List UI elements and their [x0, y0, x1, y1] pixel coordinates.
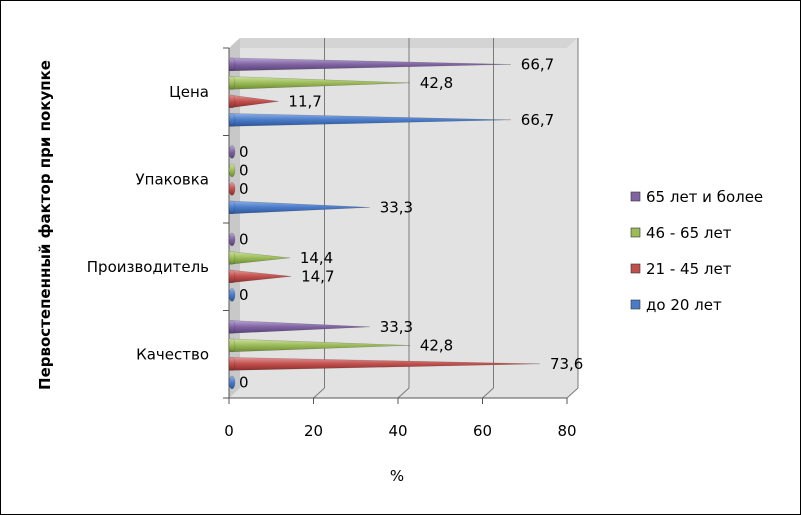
- x-tick-label: 80: [557, 422, 576, 440]
- bar-base: [228, 200, 236, 215]
- data-label: 0: [239, 161, 249, 179]
- bars: [228, 57, 540, 390]
- data-label: 14,7: [301, 267, 334, 285]
- bar-base: [228, 288, 236, 302]
- bar-base: [228, 269, 236, 284]
- legend-label: 65 лет и более: [646, 188, 763, 206]
- legend-label: до 20 лет: [646, 296, 722, 314]
- bar-base: [228, 251, 236, 265]
- data-label: 0: [239, 286, 249, 304]
- gridline-floor: [313, 387, 325, 399]
- data-label: 0: [239, 230, 249, 248]
- gridline-floor: [482, 387, 494, 399]
- bar-base: [228, 232, 236, 247]
- x-tick-label: 60: [473, 422, 492, 440]
- bar-base: [228, 113, 236, 127]
- legend-swatch: [630, 299, 641, 310]
- data-label: 33,3: [380, 318, 413, 336]
- data-label: 33,3: [380, 198, 413, 216]
- data-label: 42,8: [420, 336, 453, 354]
- bar-base: [228, 94, 236, 109]
- data-label: 0: [239, 180, 249, 198]
- data-labels: 073,642,833,3014,714,4033,300066,711,742…: [239, 55, 583, 391]
- legend: 65 лет и более 46 - 65 лет 21 - 45 лет до 2…: [630, 188, 763, 314]
- data-label: 0: [239, 143, 249, 161]
- bar-base: [228, 76, 236, 90]
- data-label: 0: [239, 373, 249, 391]
- data-label: 14,4: [300, 249, 333, 267]
- y-axis-title: Первостепенный фактор при покупке: [36, 60, 54, 390]
- bar-base: [228, 57, 236, 72]
- legend-swatch: [630, 227, 641, 238]
- axes: 0 20 40 60 80 Качество Производитель Упаковка Це…: [87, 47, 577, 440]
- bar-base: [228, 163, 236, 178]
- plot-side-wall: [229, 38, 240, 398]
- data-label: 11,7: [288, 92, 321, 110]
- gridline-floor: [566, 387, 579, 399]
- category-label: Цена: [169, 83, 209, 101]
- category-label: Качество: [136, 345, 209, 363]
- category-label: Упаковка: [136, 170, 209, 188]
- x-axis-title: %: [390, 467, 404, 485]
- plot-top-wall: [229, 38, 578, 48]
- bar-base: [228, 320, 236, 334]
- legend-swatch: [630, 263, 641, 274]
- data-label: 66,7: [521, 55, 554, 73]
- gridlines: [313, 38, 579, 399]
- x-tick-label: 20: [304, 422, 323, 440]
- legend-label: 46 - 65 лет: [646, 224, 732, 242]
- data-label: 66,7: [521, 111, 554, 129]
- plot-back-wall: [229, 38, 578, 398]
- category-label: Производитель: [87, 258, 209, 276]
- bar-base: [228, 357, 236, 371]
- bar-base: [228, 145, 236, 159]
- legend-swatch: [630, 191, 641, 202]
- data-label: 42,8: [420, 74, 453, 92]
- gridline-floor: [397, 387, 410, 399]
- bar-base: [228, 338, 236, 353]
- x-tick-label: 40: [388, 422, 407, 440]
- x-tick-label: 0: [224, 422, 234, 440]
- data-label: 73,6: [550, 355, 583, 373]
- bar-base: [228, 182, 236, 196]
- bar-base: [228, 375, 236, 390]
- legend-label: 21 - 45 лет: [646, 260, 732, 278]
